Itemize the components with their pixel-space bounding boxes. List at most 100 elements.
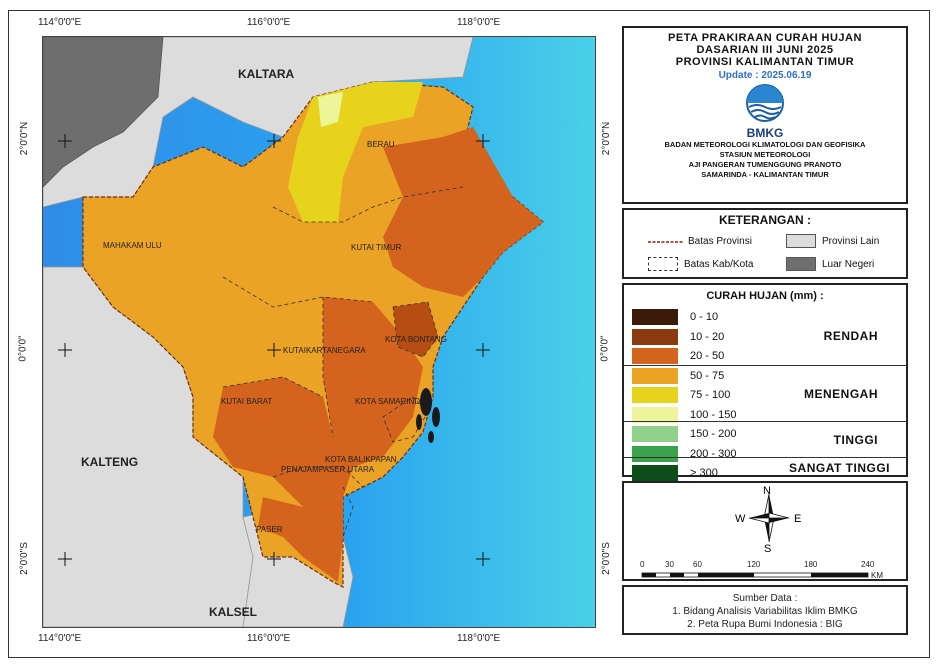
legend-provinsi-lain: Provinsi Lain: [786, 234, 879, 248]
rain-zone-20-50-paser: [258, 497, 343, 582]
map-svg: [43, 37, 595, 627]
bmkg-logo-icon: [746, 84, 784, 122]
rainfall-class-row: 10 - 20: [632, 328, 724, 345]
rainfall-class-swatch: [632, 406, 678, 423]
scale-bar-icon: [641, 572, 869, 578]
luar-negeri-label: Luar Negeri: [822, 258, 875, 270]
luar-negeri-swatch: [786, 257, 816, 271]
rainfall-class-swatch: [632, 445, 678, 462]
rainfall-class-row: 20 - 50: [632, 348, 724, 364]
rainfall-class-label: > 300: [690, 467, 718, 479]
batas-kab-label: Batas Kab/Kota: [684, 258, 754, 270]
scale-tick-180: 180: [804, 560, 818, 569]
scale-tick-30: 30: [665, 560, 674, 569]
org-name-2: STASIUN METEOROLOGI: [719, 150, 811, 159]
rainfall-legend-title: CURAH HUJAN (mm) :: [706, 290, 824, 302]
compass-e-label: E: [794, 513, 802, 525]
rainfall-class-swatch: [632, 387, 678, 403]
lat-label-left-0: 0°0'0": [17, 335, 29, 362]
lat-label-right-2s: 2°0'0"S: [600, 542, 612, 575]
rainfall-class-row: 0 - 10: [632, 309, 718, 325]
batas-kab-box-icon: [648, 257, 678, 271]
category-rendah: RENDAH: [823, 329, 878, 343]
source-line-2: 2. Peta Rupa Bumi Indonesia : BIG: [687, 619, 843, 630]
compass-s-label: S: [764, 543, 772, 555]
scale-tick-60: 60: [693, 560, 702, 569]
org-name-1: BADAN METEOROLOGI KLIMATOLOGI DAN GEOFIS…: [664, 140, 866, 149]
org-name-4: SAMARINDA - KALIMANTAN TIMUR: [701, 170, 829, 179]
map-title-line-2: DASARIAN III JUNI 2025: [696, 44, 834, 56]
org-name-3: AJI PANGERAN TUMENGGUNG PRANOTO: [688, 160, 842, 169]
label-kutai-kartanegara: KUTAIKARTANEGARA: [283, 346, 366, 355]
update-date: Update : 2025.06.19: [718, 70, 812, 81]
source-line-1: 1. Bidang Analisis Variabilitas Iklim BM…: [672, 606, 858, 617]
scale-tick-240: 240: [861, 560, 875, 569]
rainfall-class-swatch: [632, 367, 678, 384]
rainfall-legend-panel: CURAH HUJAN (mm) : 0 - 10 10 - 20 20 - 50 5…: [622, 283, 908, 481]
label-kota-bontang: KOTA BONTANG: [385, 335, 447, 344]
legend-luar-negeri: Luar Negeri: [786, 257, 874, 271]
legend-batas-provinsi: Batas Provinsi: [648, 236, 752, 247]
lat-label-right-0: 0°0'0": [599, 335, 611, 362]
lon-label-top-118: 118°0'0"E: [457, 17, 501, 28]
rainfall-class-row: 150 - 200: [632, 426, 736, 442]
category-tinggi: TINGGI: [833, 433, 878, 447]
batas-provinsi-line-icon: [648, 240, 684, 243]
label-kota-samarinda: KOTA SAMARINDA: [355, 397, 426, 406]
source-panel: Sumber Data : 1. Bidang Analisis Variabi…: [622, 585, 908, 635]
rainfall-class-label: 75 - 100: [690, 389, 731, 401]
rainfall-class-swatch: [632, 328, 678, 345]
rainfall-class-swatch: [632, 309, 678, 325]
scale-tick-0: 0: [640, 560, 645, 569]
compass-scale-panel: N S W E 0 30 60 120 180 240 KM: [622, 481, 908, 581]
rainfall-class-row: 75 - 100: [632, 387, 730, 403]
legend-batas-kab: Batas Kab/Kota: [648, 257, 754, 271]
rainfall-class-row: 200 - 300: [632, 445, 736, 462]
lon-label-top-116: 116°0'0"E: [247, 17, 291, 28]
compass-rose-icon: [748, 493, 790, 543]
lon-label-bottom-118: 118°0'0"E: [457, 633, 501, 644]
keterangan-panel: KETERANGAN : Batas Provinsi Batas Kab/Ko…: [622, 208, 908, 279]
lon-label-bottom-114: 114°0'0"E: [38, 633, 82, 644]
title-panel: PETA PRAKIRAAN CURAH HUJAN DASARIAN III …: [622, 26, 908, 204]
bmkg-logo: BMKG: [624, 83, 906, 140]
separator-tinggi: [624, 457, 906, 458]
label-berau: BERAU: [367, 140, 395, 149]
label-paser: PASER: [256, 525, 283, 534]
rain-zone-100-150: [318, 92, 343, 127]
rainfall-class-swatch: [632, 426, 678, 442]
graticule-crosses: [58, 134, 490, 566]
rainfall-class-label: 50 - 75: [690, 369, 725, 382]
source-title: Sumber Data :: [732, 593, 798, 604]
map-title-line-1: PETA PRAKIRAAN CURAH HUJAN: [668, 32, 862, 44]
label-mahakam-ulu: MAHAKAM ULU: [103, 241, 162, 250]
lat-label-left-2n: 2°0'0"N: [19, 121, 31, 156]
rain-zone-20-50-kutai-timur: [383, 127, 543, 297]
label-kota-balikpapan: KOTA BALIKPAPAN: [325, 455, 397, 464]
rainfall-class-swatch: [632, 348, 678, 364]
label-kutai-timur: KUTAI TIMUR: [351, 243, 402, 252]
separator-rendah: [624, 365, 906, 366]
scale-unit-km: KM: [871, 571, 883, 580]
label-penajam-paser-utara: PENAJAMPASER UTARA: [281, 465, 375, 474]
label-kalteng: KALTENG: [81, 455, 139, 469]
lon-label-top-114: 114°0'0"E: [38, 17, 82, 28]
rainfall-class-label: 150 - 200: [690, 428, 737, 440]
map-layout-frame: [8, 10, 930, 658]
label-kalsel: KALSEL: [209, 605, 257, 619]
lat-label-right-2n: 2°0'0"N: [601, 121, 613, 156]
category-sangat-tinggi: SANGAT TINGGI: [789, 461, 890, 475]
map-title-line-3: PROVINSI KALIMANTAN TIMUR: [675, 56, 855, 68]
lon-label-bottom-116: 116°0'0"E: [247, 633, 291, 644]
bmkg-logo-text: BMKG: [746, 126, 784, 140]
label-kutai-barat: KUTAI BARAT: [221, 397, 273, 406]
rainfall-class-label: 0 - 10: [690, 311, 719, 323]
rainfall-class-label: 20 - 50: [690, 350, 725, 362]
rainfall-class-swatch: [632, 465, 678, 481]
rainfall-class-row: 50 - 75: [632, 367, 725, 384]
rainfall-class-row: 100 - 150: [632, 406, 737, 423]
rainfall-map[interactable]: KALTARA KALTENG KALSEL BERAU MAHAKAM ULU…: [42, 36, 596, 628]
provinsi-lain-label: Provinsi Lain: [822, 235, 880, 247]
lat-label-left-2s: 2°0'0"S: [18, 542, 30, 575]
rainfall-class-label: 100 - 150: [690, 408, 737, 421]
